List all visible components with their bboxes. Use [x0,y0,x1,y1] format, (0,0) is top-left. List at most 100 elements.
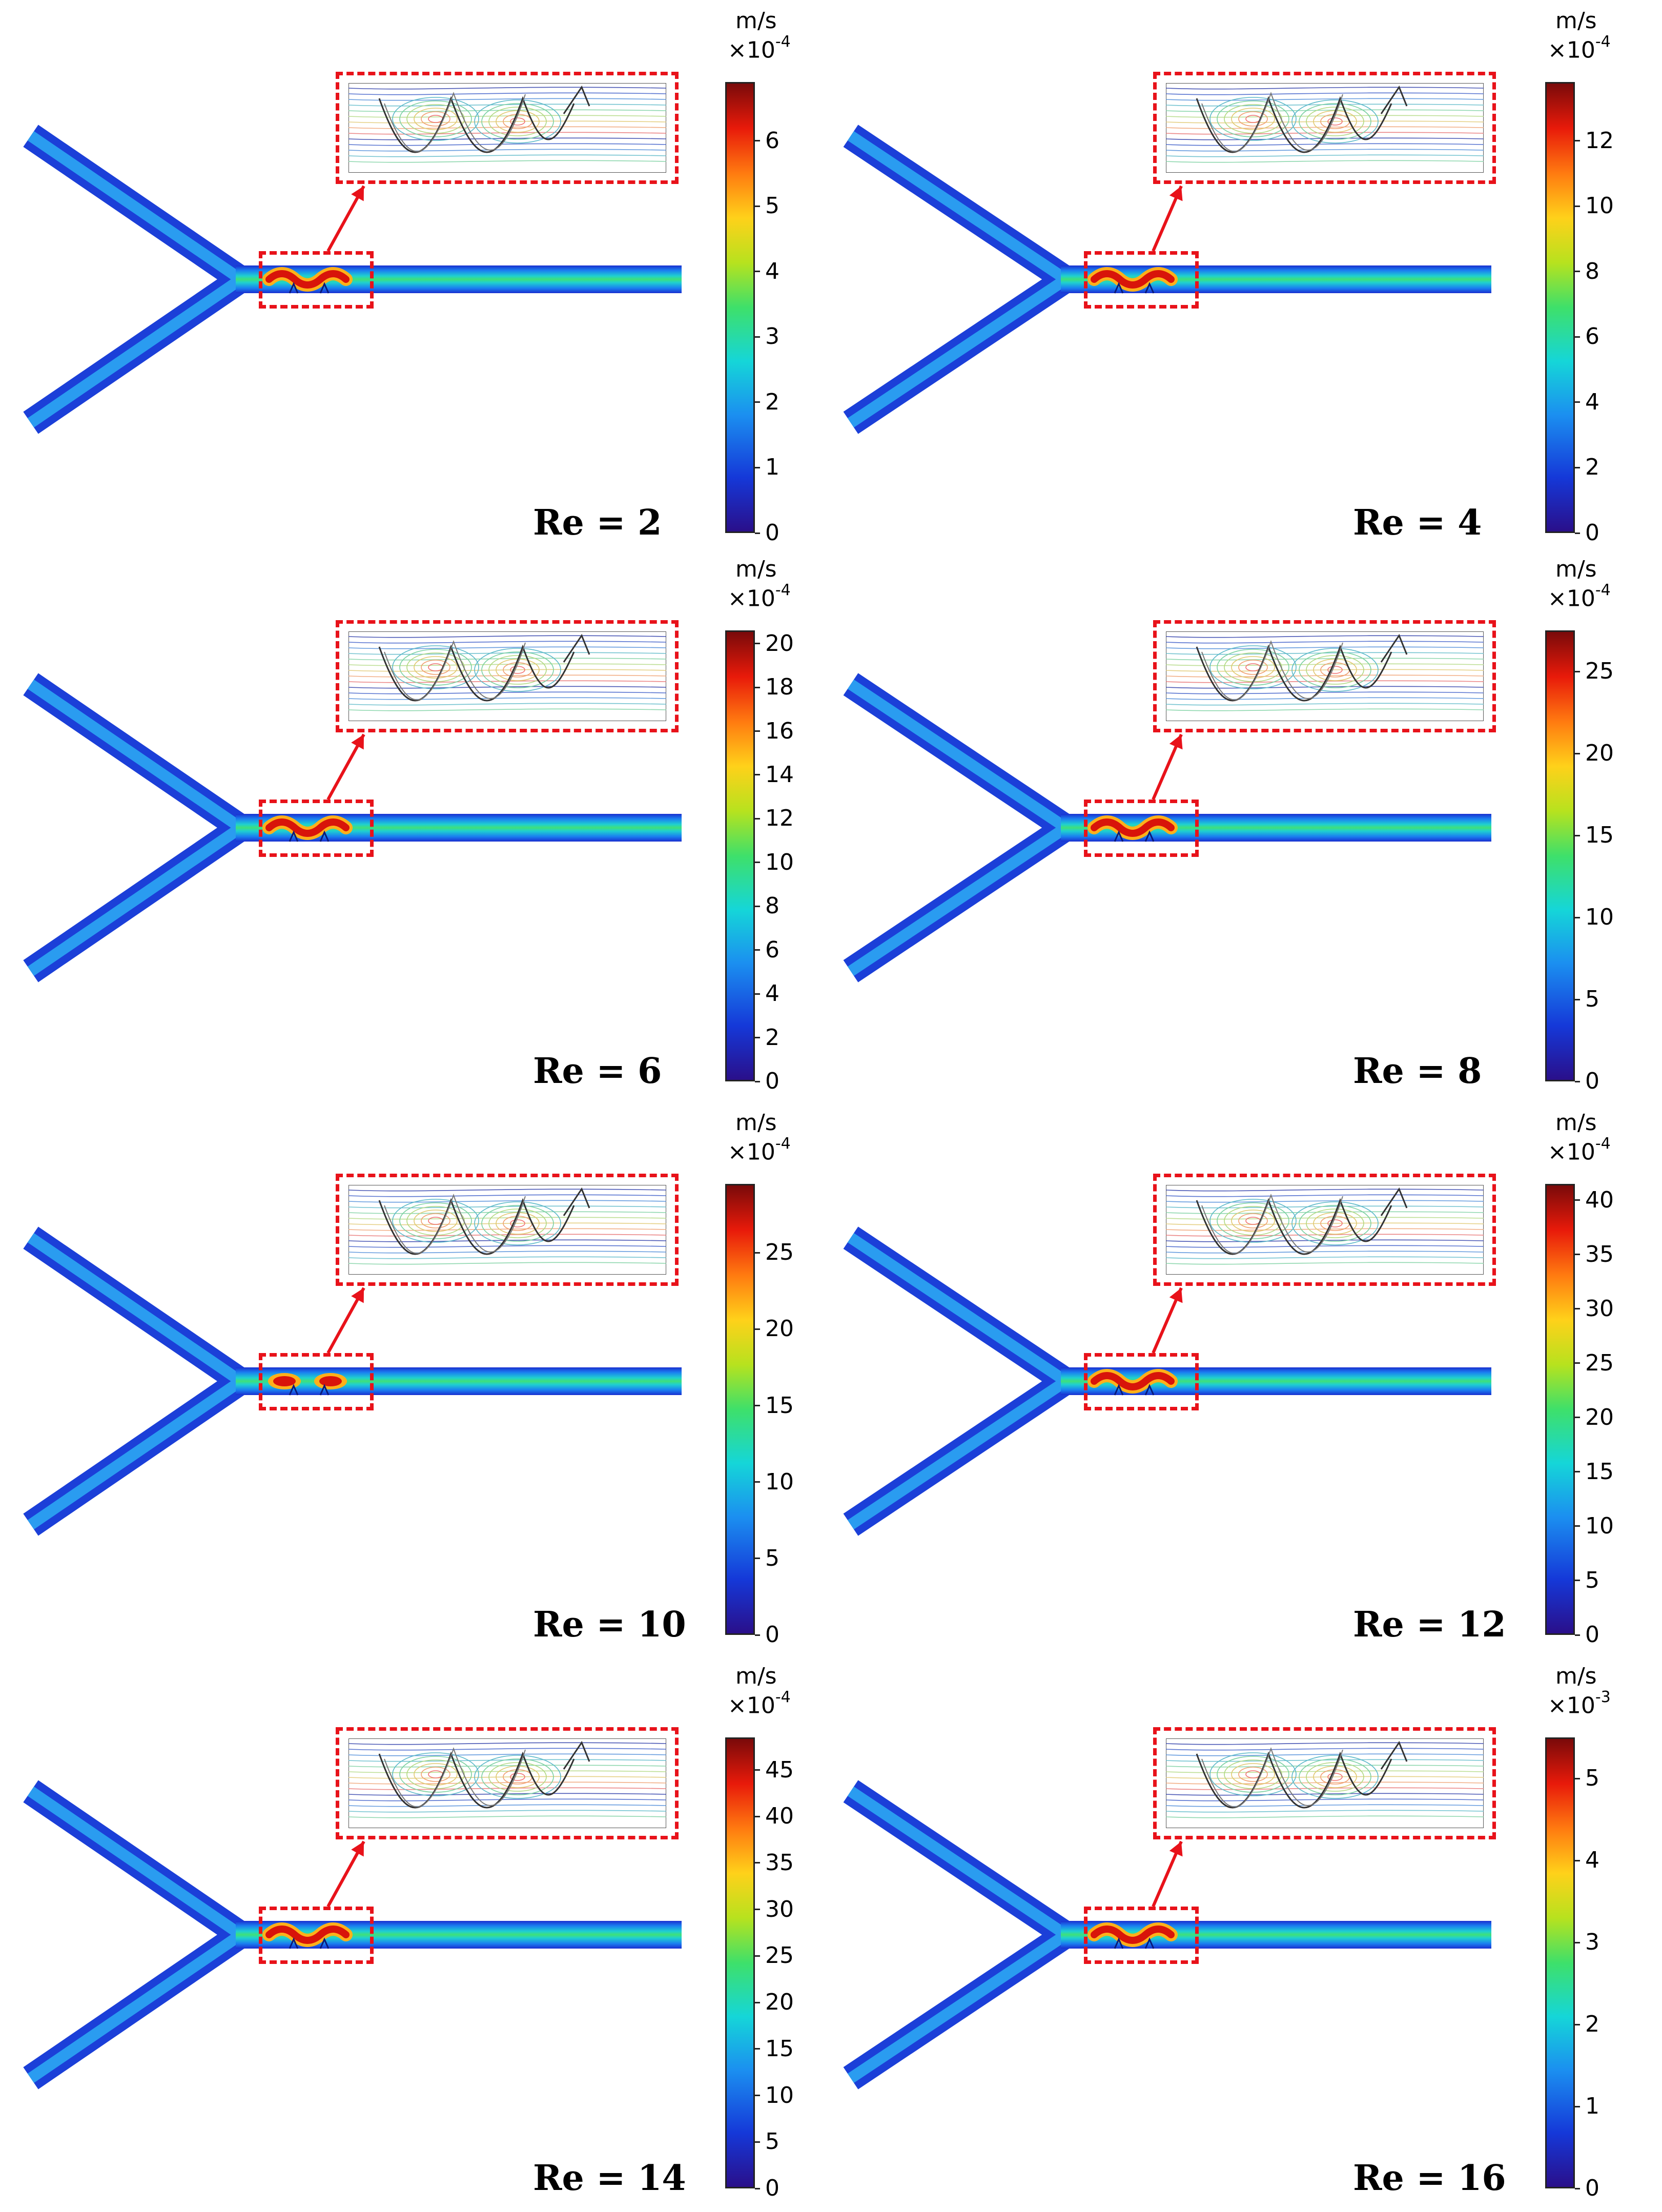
colorbar-tick-label: 20 [765,1989,794,2016]
streamline-inset [1166,1185,1484,1275]
inset-zoom-box [336,620,679,732]
channel-diagram [843,125,1491,434]
colorbar-scale: ×10-4 [728,1688,791,1719]
colorbar-tick-mark [755,532,760,534]
velocity-hotspot [262,1922,353,1947]
channel-diagram [843,1226,1491,1536]
colorbar-tick-label: 5 [1585,986,1599,1012]
colorbar-tick-mark [1575,1580,1580,1582]
colorbar-tick-mark [1575,1941,1580,1943]
colorbar-tick-mark [1575,2187,1580,2189]
inset-zoom-box [336,1174,679,1286]
reynolds-label: Re = 16 [1353,2158,1506,2199]
colorbar-tick-label: 40 [765,1803,794,1830]
colorbar-tick-mark [755,949,760,951]
colorbar-tick-label: 3 [765,323,779,350]
colorbar-tick-mark [1575,1859,1580,1861]
colorbar-tick-label: 0 [765,1068,779,1094]
reynolds-label: Re = 6 [533,1051,662,1092]
zoom-region-box [259,1353,374,1410]
colorbar-tick-mark [755,466,760,468]
colorbar-tick-mark [755,993,760,995]
zoom-arrow [326,1287,365,1354]
colorbar-tick-mark [755,2001,760,2003]
colorbar-scale-exponent: -4 [775,1135,791,1153]
colorbar-scale-exponent: -4 [1595,581,1611,599]
colorbar-tick-mark [755,1909,760,1911]
colorbar-unit: m/s [735,1663,777,1689]
colorbar-tick-mark [755,1634,760,1636]
colorbar-tick-label: 0 [765,2175,779,2201]
colorbar-tick-label: 1 [1585,2093,1599,2119]
colorbar-scale-base: ×10 [1548,585,1595,612]
inset-zoom-box [336,72,679,184]
zoom-region-box [259,800,374,857]
inset-zoom-box [1153,1727,1496,1839]
colorbar-tick-mark [755,1769,760,1771]
colorbar-tick-mark [755,336,760,338]
panel-re-14: m/s ×10-4 0 5 10 15 20 25 30 35 40 45 Re = 14 [0,1655,820,2201]
colorbar-tick-label: 3 [1585,1929,1599,1955]
colorbar-tick-mark [755,2141,760,2143]
colorbar-tick-mark [755,1252,760,1254]
colorbar-scale-base: ×10 [1548,37,1595,64]
zoom-arrow [326,185,365,252]
colorbar-unit: m/s [1555,1663,1597,1689]
colorbar-tick-label: 30 [1585,1295,1614,1322]
colorbar-tick-mark [755,905,760,907]
colorbar-tick-mark [755,686,760,688]
colorbar-tick-mark [1575,532,1580,534]
zoom-region-box [1084,1907,1199,1964]
colorbar-tick-mark [1575,1634,1580,1636]
colorbar-tick-mark [1575,1362,1580,1364]
colorbar-scale-exponent: -4 [775,33,791,51]
colorbar-scale-exponent: -4 [1595,1135,1611,1153]
colorbar-tick-label: 5 [1585,1567,1599,1593]
zoom-region-box [259,251,374,309]
colorbar-tick-label: 30 [765,1896,794,1922]
colorbar-tick-label: 10 [1585,904,1614,930]
colorbar-tick-mark [1575,336,1580,338]
colorbar-tick-label: 35 [1585,1241,1614,1267]
colorbar-tick-label: 20 [1585,1404,1614,1430]
zoom-region-box [259,1907,374,1964]
colorbar-unit: m/s [735,556,777,582]
colorbar-tick-label: 1 [765,454,779,481]
colorbar-tick-label: 10 [765,1468,794,1495]
colorbar-tick-mark [755,774,760,776]
colorbar-tick-label: 8 [1585,258,1599,284]
panel-re-12: m/s ×10-4 0 5 10 15 20 25 30 35 40 Re = 12 [820,1102,1640,1648]
colorbar-scale-base: ×10 [728,1692,775,1719]
panel-re-6: m/s ×10-4 0 2 4 6 8 10 12 14 16 18 20 Re = 6 [0,548,820,1094]
colorbar-scale-exponent: -4 [1595,33,1611,51]
colorbar-tick-label: 18 [765,674,794,701]
reynolds-label: Re = 2 [533,502,662,543]
main-channel [236,1367,682,1395]
colorbar-scale: ×10-4 [728,33,791,64]
panel-re-8: m/s ×10-4 0 5 10 15 20 25 Re = 8 [820,548,1640,1094]
colorbar-tick-mark [1575,916,1580,918]
colorbar-tick-label: 14 [765,761,794,788]
colorbar [1545,1184,1575,1635]
colorbar-tick-mark [1575,752,1580,754]
colorbar-tick-label: 40 [1585,1186,1614,1213]
colorbar-tick-label: 5 [1585,1765,1599,1791]
zoom-arrow [1152,1840,1183,1908]
velocity-hotspot [1088,267,1178,292]
colorbar [725,1184,755,1635]
streamline-inset [348,1738,666,1828]
colorbar-tick-label: 0 [765,520,779,546]
colorbar-tick-label: 2 [1585,2011,1599,2037]
colorbar-tick-mark [755,643,760,645]
colorbar-tick-label: 15 [765,2035,794,2062]
colorbar-tick-mark [1575,834,1580,836]
colorbar-tick-label: 8 [765,893,779,919]
colorbar-tick-mark [1575,140,1580,142]
colorbar-tick-mark [1575,1308,1580,1310]
channel-diagram [843,1780,1491,2090]
colorbar-unit: m/s [1555,556,1597,582]
colorbar-tick-label: 6 [1585,323,1599,350]
colorbar-tick-mark [755,1815,760,1817]
colorbar-unit: m/s [1555,8,1597,34]
colorbar-tick-mark [755,205,760,207]
